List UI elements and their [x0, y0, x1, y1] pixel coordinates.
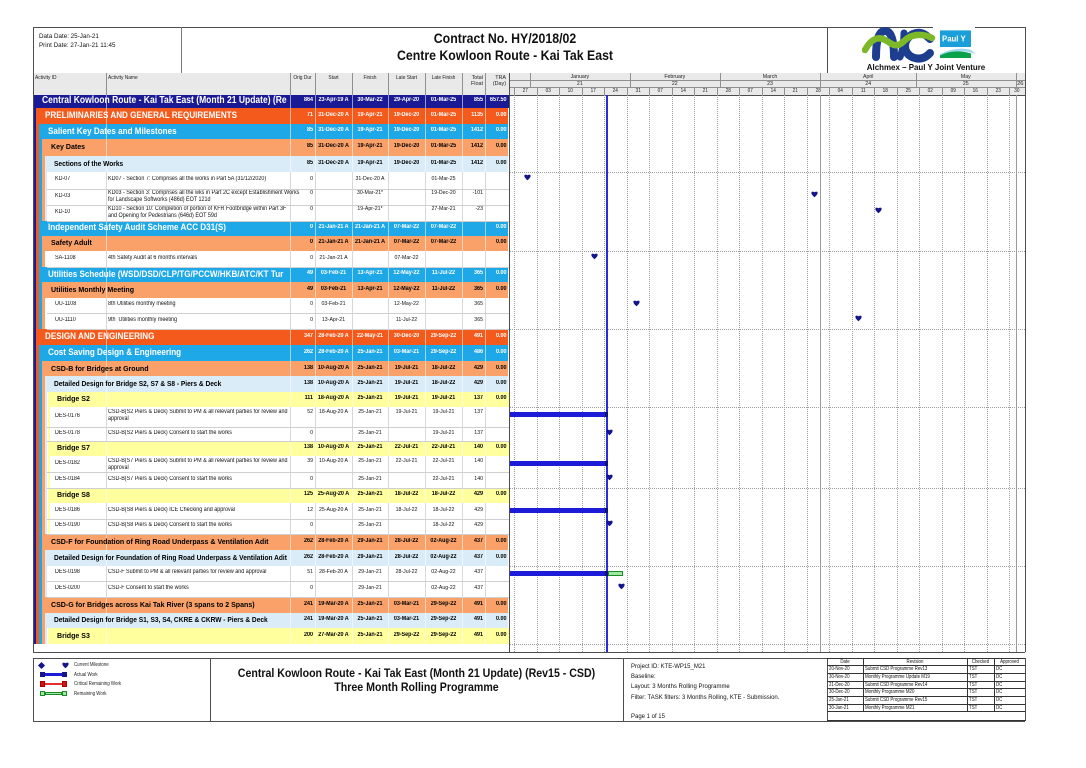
svg-text:Paul Y: Paul Y	[942, 35, 966, 44]
